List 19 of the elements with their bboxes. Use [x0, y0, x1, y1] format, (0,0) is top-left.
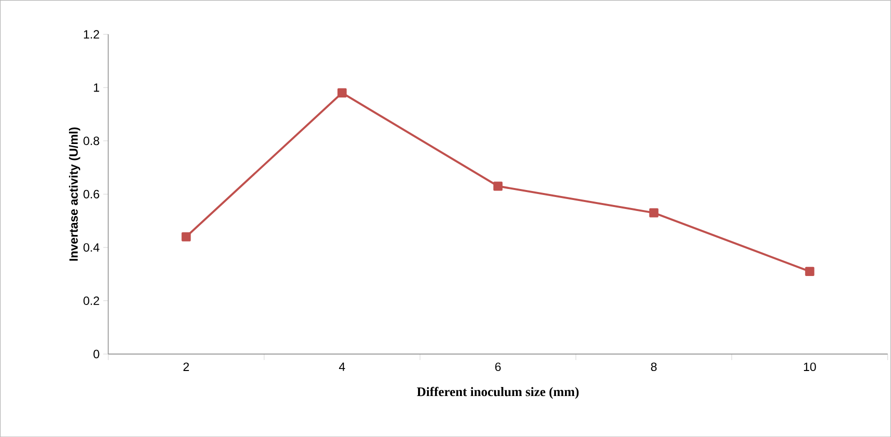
y-tick-label: 1 — [94, 83, 100, 92]
y-tick-label: 1.2 — [84, 30, 100, 38]
y-tick-label: 0.2 — [84, 296, 100, 305]
x-tick-label: 8 — [651, 362, 657, 371]
y-tick-label: 0.8 — [84, 136, 100, 145]
point — [182, 232, 191, 242]
y-tick-label: 0.6 — [84, 190, 100, 198]
point — [337, 88, 347, 98]
point — [493, 181, 503, 191]
y-axis-title: Invertase activity (U/ml) — [69, 127, 80, 261]
y-tick-label: 0.4 — [84, 243, 100, 252]
x-axis-title: Different inoculum size (mm) — [416, 386, 579, 399]
point — [649, 208, 658, 218]
x-tick-label: 2 — [183, 362, 189, 371]
x-tick-label: 4 — [339, 362, 346, 371]
x-tick-label: 6 — [495, 362, 501, 371]
x-tick-label: 10 — [804, 362, 816, 371]
y-tick-label: 0 — [94, 350, 100, 358]
point — [805, 266, 814, 276]
